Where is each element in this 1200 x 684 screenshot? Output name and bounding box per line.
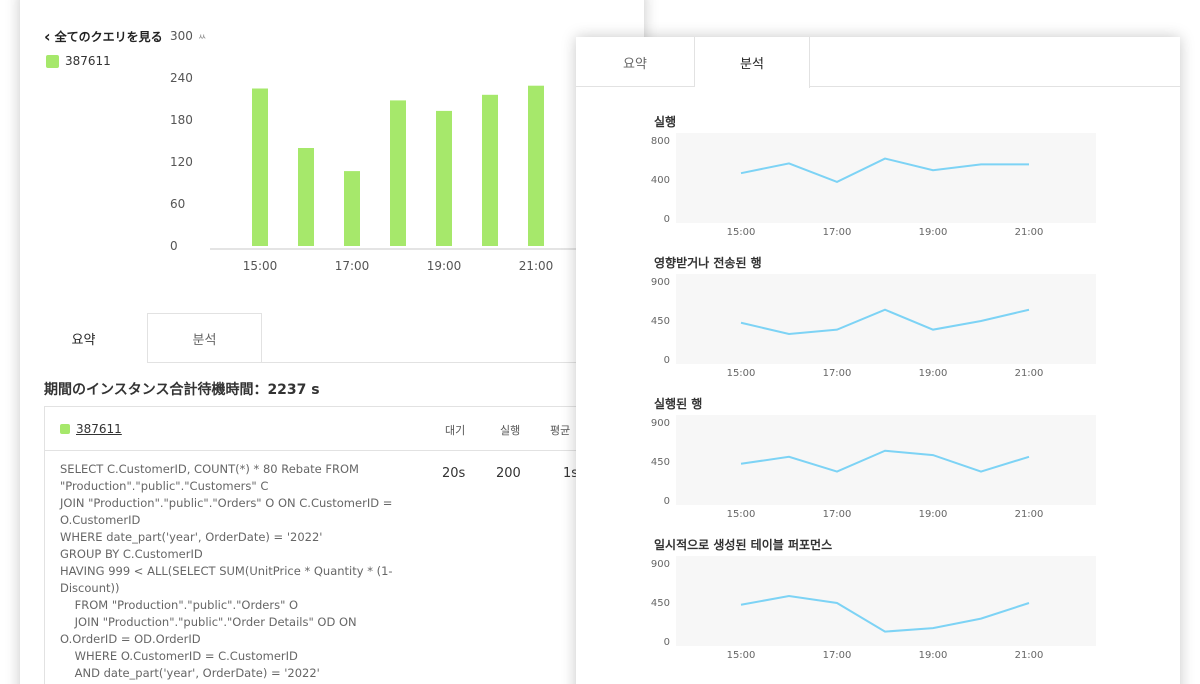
- y-tick-label: 900: [651, 418, 670, 429]
- chart-legend: 387611: [46, 54, 111, 68]
- y-tick-label: 450: [651, 457, 670, 468]
- x-tick-label: 17:00: [335, 259, 370, 273]
- bar: [528, 85, 544, 246]
- x-tick-label: 21:00: [1015, 227, 1044, 238]
- series-line: [740, 157, 1029, 184]
- y-tick-label: 800: [651, 136, 670, 147]
- bar: [344, 171, 360, 246]
- x-tick-label: 19:00: [919, 227, 948, 238]
- series-line: [740, 449, 1030, 473]
- col-header-wait: 대기: [445, 424, 466, 437]
- x-tick-label: 21:00: [1015, 509, 1044, 520]
- sql-text: SELECT C.CustomerID, COUNT(*) * 80 Rebat…: [60, 462, 393, 680]
- front-tab-analysis[interactable]: 분석: [695, 37, 810, 88]
- rows-affected-title: 영향받거나 전송된 행: [654, 256, 762, 270]
- front-tab-summary-label: 요약: [623, 56, 647, 72]
- bar: [298, 148, 314, 246]
- y-tick-label: 0: [664, 355, 670, 366]
- y-tick-label: 0: [170, 239, 178, 253]
- series-line: [740, 308, 1030, 336]
- front-tab-analysis-label: 분석: [740, 57, 764, 72]
- y-tick-label: 450: [651, 316, 670, 327]
- x-tick-label: 15:00: [243, 259, 278, 273]
- front-tab-summary[interactable]: 요약: [576, 37, 695, 87]
- y-tick-label: 450: [651, 598, 670, 609]
- y-tick-label: 300: [170, 29, 193, 43]
- rows-executed-line-chart: 0 450 900 15:00 17:00 19:00 21:00: [651, 415, 1096, 520]
- x-tick-label: 17:00: [823, 368, 852, 379]
- y-tick-label: 900: [651, 277, 670, 288]
- series-line: [740, 595, 1030, 633]
- exec-value: 200: [496, 466, 521, 481]
- tab-summary[interactable]: 요약: [20, 313, 147, 363]
- y-tick-label: 240: [170, 71, 193, 85]
- legend-label: 387611: [65, 54, 111, 68]
- tab-analysis[interactable]: 분석: [147, 313, 262, 363]
- query-swatch: [60, 424, 70, 434]
- y-tick-label: 400: [651, 175, 670, 186]
- y-tick-label: 0: [664, 214, 670, 225]
- wait-value: 20s: [442, 466, 466, 481]
- y-tick-label: 900: [651, 559, 670, 570]
- x-tick-label: 21:00: [519, 259, 554, 273]
- executions-title: 실행: [654, 115, 677, 129]
- x-tick-label: 17:00: [823, 227, 852, 238]
- col-header-exec: 실행: [500, 424, 521, 437]
- back-tab-bar: 요약 분석: [20, 313, 644, 363]
- y-tick-label: 60: [170, 197, 185, 211]
- y-tick-label: 0: [664, 637, 670, 648]
- temp-table-line-chart: 0 450 900 15:00 17:00 19:00 21:00: [651, 556, 1096, 661]
- legend-swatch: [46, 54, 59, 68]
- bar: [436, 110, 452, 247]
- x-tick-label: 15:00: [727, 227, 756, 238]
- y-unit-label: ㅆ: [198, 33, 206, 43]
- x-tick-label: 21:00: [1015, 650, 1044, 661]
- y-tick-label: 180: [170, 113, 193, 127]
- plot-background: [676, 415, 1096, 505]
- x-tick-label: 15:00: [727, 368, 756, 379]
- x-tick-label: 15:00: [727, 509, 756, 520]
- query-detail-panel: ‹ 全てのクエリを見る 387611 0 60 120 180 240 300 ㅆ 15:00…: [20, 0, 644, 684]
- tab-analysis-label: 분석: [192, 333, 217, 348]
- y-tick-label: 0: [664, 496, 670, 507]
- x-tick-label: 17:00: [823, 650, 852, 661]
- executions-line-chart: 0 400 800 15:00 17:00 19:00 21:00: [651, 133, 1096, 238]
- col-header-avg: 평균: [550, 424, 571, 437]
- rows-affected-line-chart: 0 450 900 15:00 17:00 19:00 21:00: [651, 274, 1096, 379]
- temp-table-title: 일시적으로 생성된 테이블 퍼포먼스: [654, 538, 833, 552]
- y-tick-label: 120: [170, 155, 193, 169]
- tab-summary-label: 요약: [71, 332, 96, 348]
- plot-background: [676, 133, 1096, 223]
- x-tick-label: 19:00: [919, 650, 948, 661]
- analysis-panel: 요약 분석 실행 0 400 800 15:00 17:00 19:00 21:00 영향받…: [576, 37, 1180, 684]
- x-tick-label: 19:00: [919, 509, 948, 520]
- back-link-label: 全てのクエリを見る: [54, 30, 163, 44]
- x-tick-label: 17:00: [823, 509, 852, 520]
- x-tick-label: 19:00: [427, 259, 462, 273]
- plot-background: [676, 274, 1096, 364]
- chevron-left-icon: ‹: [44, 26, 51, 46]
- x-tick-label: 21:00: [1015, 368, 1044, 379]
- back-to-all-queries-link[interactable]: ‹ 全てのクエリを見る: [44, 28, 163, 45]
- x-tick-label: 19:00: [919, 368, 948, 379]
- x-tick-label: 15:00: [727, 650, 756, 661]
- front-tab-bar: 요약 분석: [576, 37, 1180, 88]
- total-wait-time-heading: 期間のインスタンス合計待機時間：2237 s: [44, 382, 320, 398]
- bar: [252, 88, 268, 246]
- query-id-header: 387611: [60, 422, 122, 436]
- avg-value: 1s: [563, 466, 579, 481]
- bar: [390, 100, 406, 247]
- query-table: 387611 대기 실행 평균 SELECT C.CustomerID, COU…: [44, 406, 644, 684]
- rows-executed-title: 실행된 행: [654, 397, 703, 411]
- bar: [482, 94, 498, 246]
- query-id-link[interactable]: 387611: [76, 422, 122, 436]
- table-header: 387611 대기 실행 평균: [45, 407, 643, 451]
- wait-time-bar-chart: 0 60 120 180 240 300 ㅆ 15:00 17:00 19:00 21:00: [170, 29, 610, 273]
